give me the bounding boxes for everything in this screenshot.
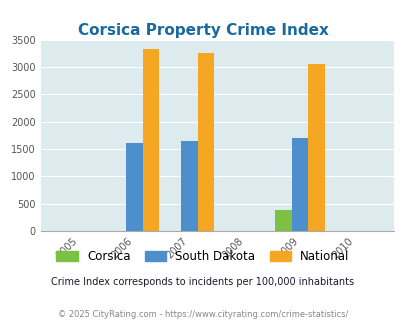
Bar: [181, 141, 197, 231]
Text: © 2025 CityRating.com - https://www.cityrating.com/crime-statistics/: © 2025 CityRating.com - https://www.city…: [58, 310, 347, 319]
Legend: Corsica, South Dakota, National: Corsica, South Dakota, National: [51, 245, 354, 268]
Text: Crime Index corresponds to incidents per 100,000 inhabitants: Crime Index corresponds to incidents per…: [51, 278, 354, 287]
Bar: [291, 138, 307, 231]
Bar: [142, 49, 159, 231]
Bar: [197, 53, 214, 231]
Bar: [275, 211, 291, 231]
Text: Corsica Property Crime Index: Corsica Property Crime Index: [77, 23, 328, 38]
Bar: [307, 64, 324, 231]
Bar: [126, 143, 142, 231]
